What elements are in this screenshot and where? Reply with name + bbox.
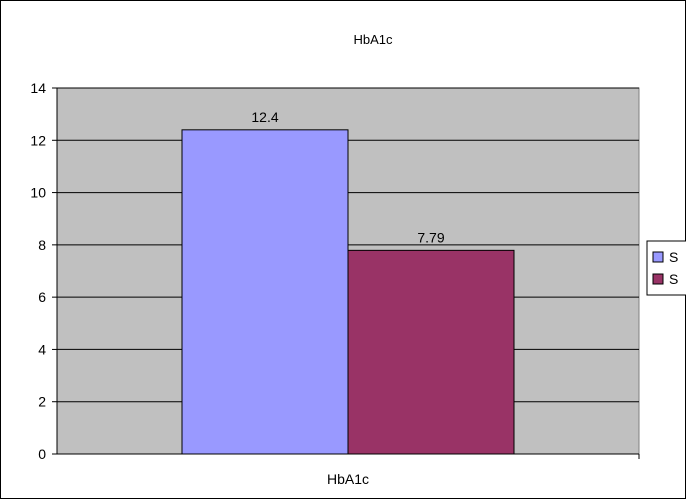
legend: SS (646, 240, 686, 296)
legend-swatch (652, 251, 664, 263)
y-tick-label: 0 (38, 446, 46, 462)
legend-box (646, 240, 686, 296)
x-tick-label: HbA1c (327, 471, 369, 487)
legend-swatch (652, 273, 664, 285)
legend-label: S (669, 249, 678, 265)
y-tick-label: 12 (30, 132, 46, 148)
bar (181, 129, 349, 455)
y-tick-label: 10 (30, 185, 46, 201)
y-tick-label: 2 (38, 394, 46, 410)
y-tick-label: 6 (38, 289, 46, 305)
chart-title: HbA1c (353, 32, 393, 47)
data-labels: 12.4 7.79 (251, 109, 444, 246)
y-tick-label: 14 (30, 80, 46, 96)
y-axis: 0 2 4 6 8 10 12 14 (30, 80, 58, 462)
bar (347, 249, 515, 455)
bar-value-label: 12.4 (251, 109, 278, 125)
bar-value-label: 7.79 (417, 229, 444, 245)
y-tick-label: 8 (38, 237, 46, 253)
legend-label: S (669, 271, 678, 287)
x-axis: HbA1c (57, 453, 640, 487)
bars (181, 129, 515, 455)
y-tick-label: 4 (38, 341, 46, 357)
